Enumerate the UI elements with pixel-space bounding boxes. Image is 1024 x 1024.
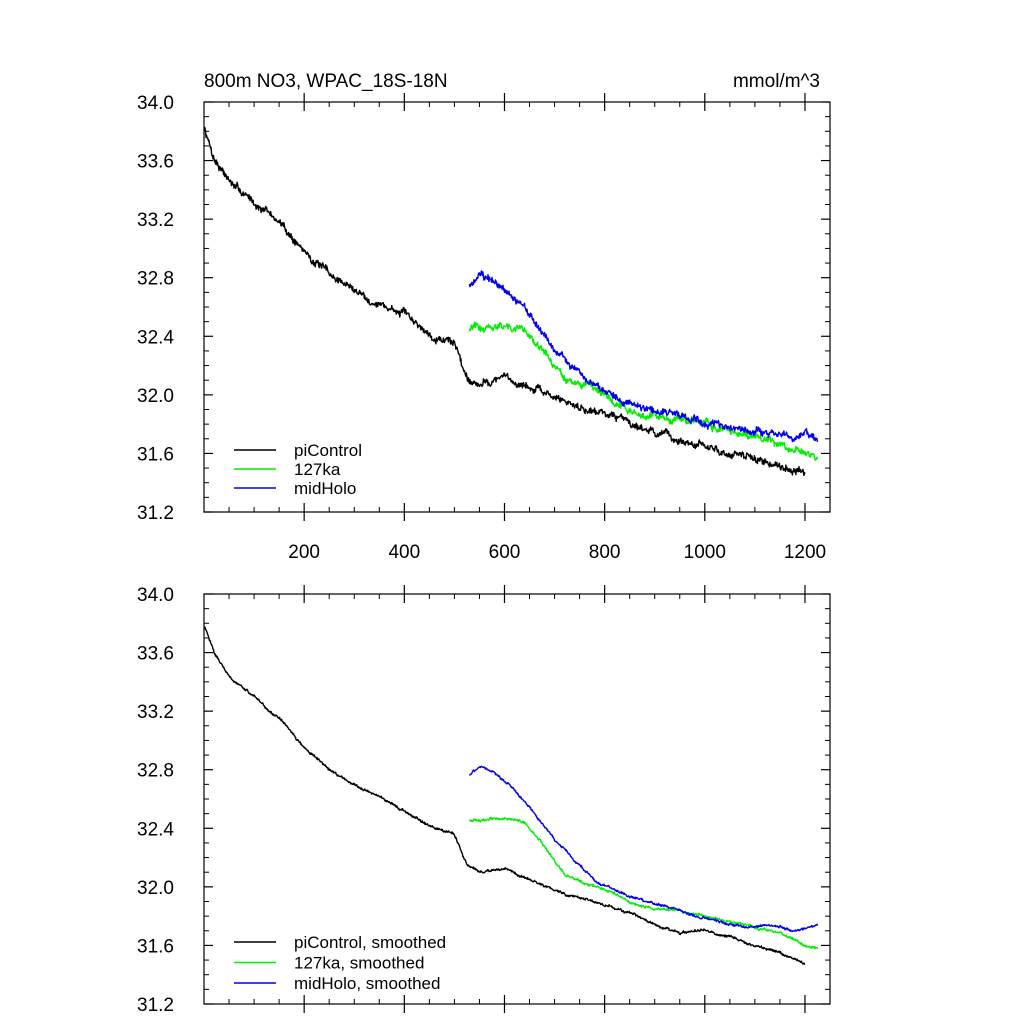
series-line-midholo <box>468 270 819 443</box>
y-tick-label: 33.2 <box>137 210 174 231</box>
x-tick-label: 1000 <box>684 542 726 563</box>
y-tick-label: 31.2 <box>137 503 174 524</box>
y-tick-label: 33.2 <box>137 702 174 723</box>
x-tick-label: 400 <box>388 542 420 563</box>
legend-label: 127ka, smoothed <box>294 954 424 973</box>
y-tick-label: 32.0 <box>137 386 174 407</box>
units-label: mmol/m^3 <box>733 71 820 92</box>
y-tick-label: 34.0 <box>137 585 174 606</box>
series-line-127ka <box>468 321 819 461</box>
x-tick-label: 600 <box>489 542 521 563</box>
series-line-midholo <box>468 765 819 933</box>
series-line-picontrol <box>204 126 806 477</box>
x-tick-label: 1200 <box>784 542 826 563</box>
legend-label: midHolo, smoothed <box>294 974 440 993</box>
y-tick-label: 32.0 <box>137 878 174 899</box>
series-line-127ka <box>468 816 819 950</box>
y-tick-label: 31.2 <box>137 995 174 1016</box>
top-panel: 31.2 31.6 32.0 32.4 32.8 33.2 33.6 34.0 200 400 60… <box>137 93 831 563</box>
y-tick-label: 31.6 <box>137 936 174 957</box>
y-tick-label: 31.6 <box>137 444 174 465</box>
y-tick-label: 33.6 <box>137 152 174 173</box>
x-tick-label: 200 <box>288 542 320 563</box>
y-tick-label: 34.0 <box>137 93 174 114</box>
bottom-panel: 31.2 31.6 32.0 32.4 32.8 33.2 33.6 34.0 piContro… <box>137 585 831 1016</box>
y-tick-label: 32.8 <box>137 761 174 782</box>
legend-label: piControl, smoothed <box>294 933 446 952</box>
y-tick-label: 32.8 <box>137 269 174 290</box>
chart-title: 800m NO3, WPAC_18S-18N <box>204 71 448 92</box>
legend-label: midHolo <box>294 479 356 498</box>
y-tick-label: 33.6 <box>137 644 174 665</box>
legend-label: piControl <box>294 441 362 460</box>
series-line-picontrol <box>204 626 806 965</box>
x-tick-label: 800 <box>589 542 621 563</box>
y-tick-label: 32.4 <box>137 327 174 348</box>
legend-label: 127ka <box>294 460 341 479</box>
y-tick-label: 32.4 <box>137 819 174 840</box>
